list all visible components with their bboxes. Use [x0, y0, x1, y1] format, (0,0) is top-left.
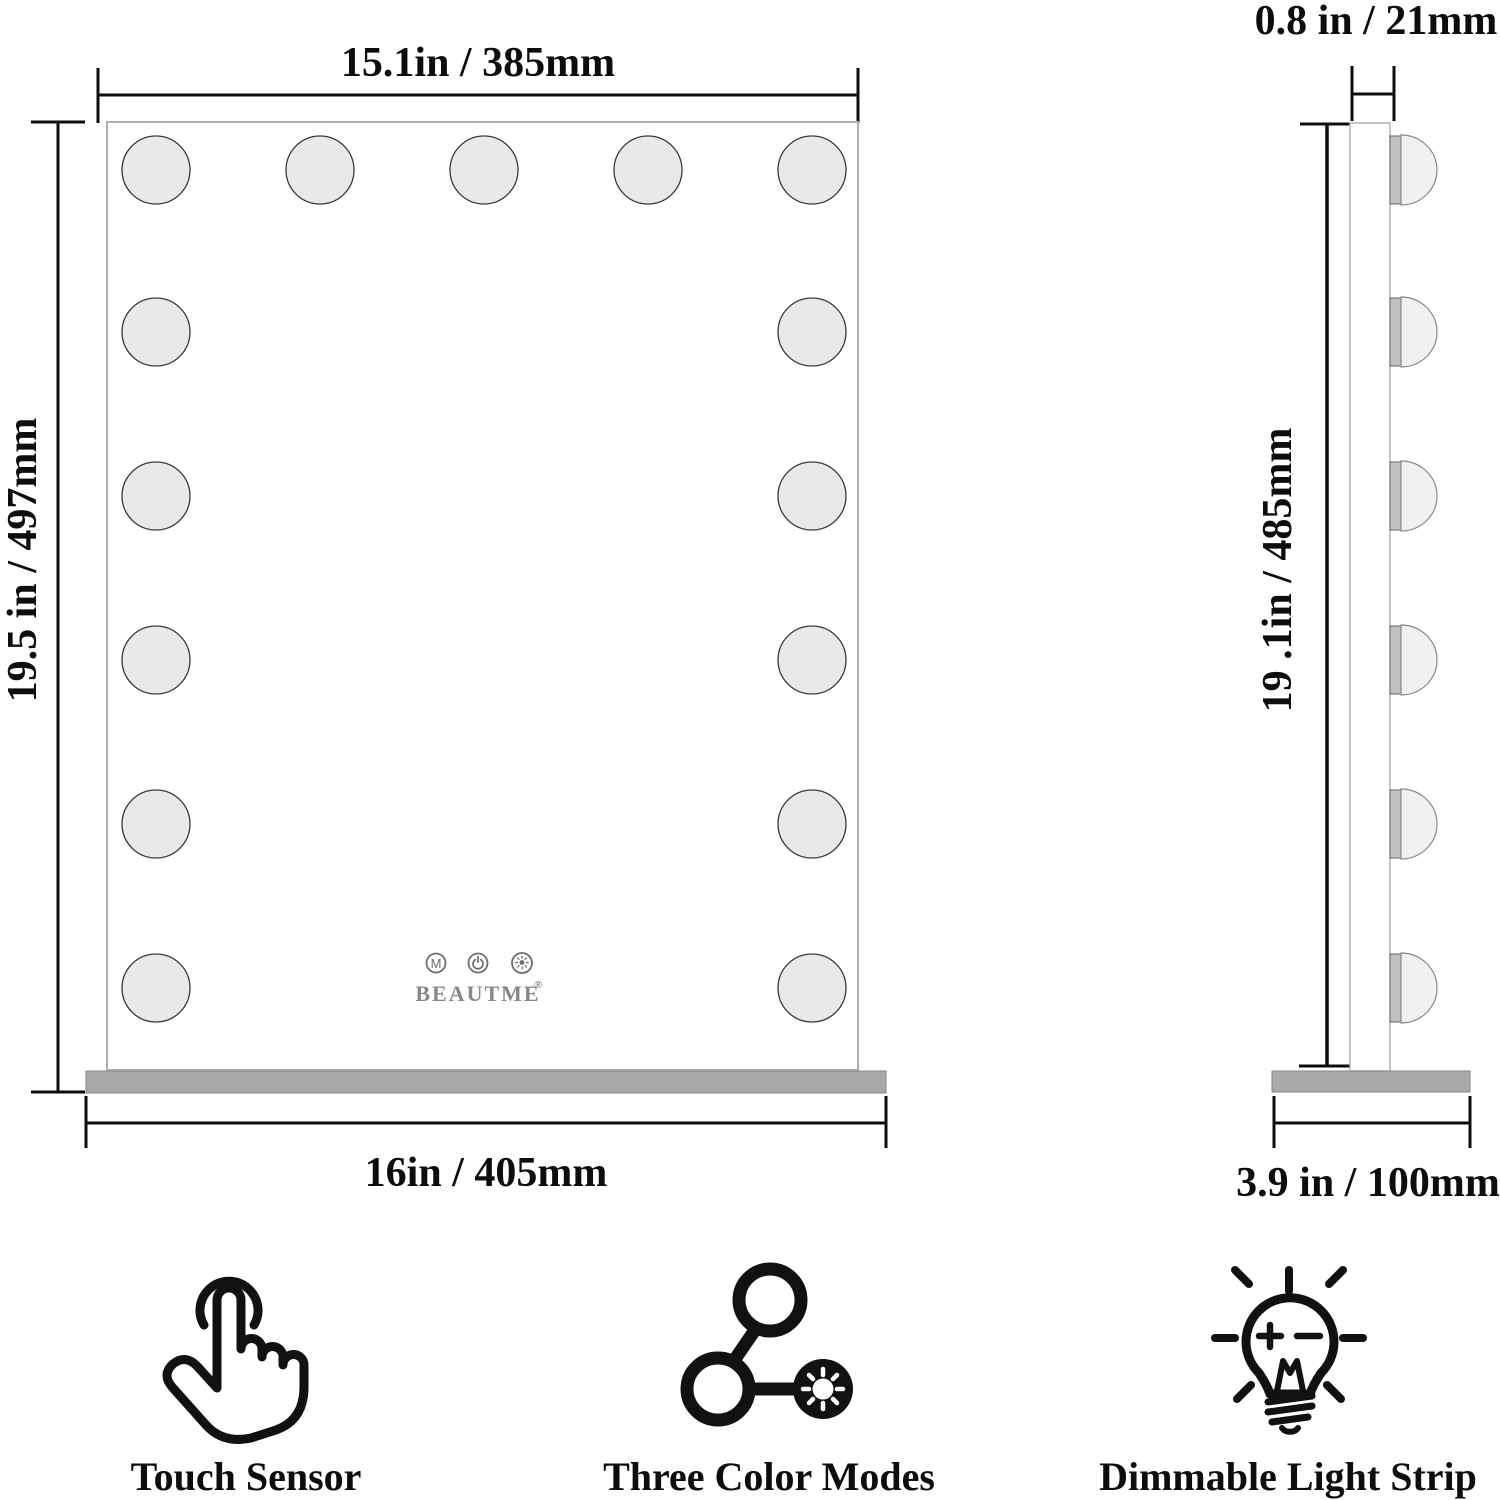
side-bulb [1389, 296, 1438, 368]
feature-dimmable-light-strip: Dimmable Light Strip [1099, 1266, 1477, 1499]
dimension-front-width: 15.1in / 385mm [96, 40, 860, 123]
light-bulb [777, 953, 847, 1023]
brand-name: BEAUTME [415, 981, 540, 1006]
light-bulb [121, 461, 191, 531]
touch-sensor-icon [162, 1276, 309, 1444]
power-button-ring [467, 952, 489, 974]
brightness-button-ring [511, 952, 533, 974]
mirror-base [85, 1070, 887, 1094]
light-bulb [121, 789, 191, 859]
light-bulb [121, 625, 191, 695]
brightness-icon [515, 955, 529, 970]
base-width-label: 16in / 405mm [365, 1150, 608, 1196]
light-bulb [777, 625, 847, 695]
light-bulb [613, 135, 683, 205]
power-icon [472, 955, 484, 970]
side-bulb [1389, 788, 1438, 860]
mode-button[interactable]: M [425, 952, 447, 974]
light-bulb [121, 297, 191, 367]
touch-controls: M [415, 952, 542, 1006]
side-height-label: 19 .1in / 485mm [1255, 428, 1301, 713]
side-bulb [1389, 952, 1438, 1024]
feature-row: Touch Sensor [131, 1262, 1477, 1499]
light-bulb [121, 135, 191, 205]
light-bulb [449, 135, 519, 205]
mode-button-ring [425, 952, 447, 974]
side-bulb [1389, 460, 1438, 532]
feature-label: Three Color Modes [603, 1454, 935, 1499]
three-color-modes-icon [680, 1262, 853, 1427]
dimension-side-height: 19 .1in / 485mm [1255, 122, 1352, 1068]
feature-three-color-modes: Three Color Modes [603, 1262, 935, 1499]
light-bulb [121, 953, 191, 1023]
brand-logo: BEAUTME ® [415, 979, 542, 1006]
side-bulbs [1389, 134, 1438, 1024]
feature-touch-sensor: Touch Sensor [131, 1276, 362, 1499]
mirror-frame [106, 121, 859, 1071]
light-bulb [777, 297, 847, 367]
side-base [1271, 1070, 1471, 1093]
power-button[interactable] [467, 952, 489, 974]
dimension-side-base-depth: 3.9 in / 100mm [1236, 1096, 1500, 1206]
mode-button-label: M [431, 956, 442, 971]
registered-mark: ® [534, 979, 542, 991]
front-width-label: 15.1in / 385mm [341, 40, 615, 86]
side-base-depth-label: 3.9 in / 100mm [1236, 1160, 1500, 1206]
light-bulb [777, 461, 847, 531]
front-bulbs [121, 135, 847, 1023]
dimension-side-thickness: 0.8 in / 21mm [1255, 0, 1498, 121]
side-thickness-label: 0.8 in / 21mm [1255, 0, 1498, 44]
light-bulb [777, 789, 847, 859]
front-view: 15.1in / 385mm 19.5 in / 497mm [0, 40, 888, 1196]
side-panel [1349, 122, 1391, 1072]
side-view: 0.8 in / 21mm 19 .1in / 485mm [1236, 0, 1500, 1206]
side-bulb [1389, 624, 1438, 696]
side-bulb [1389, 134, 1438, 206]
light-bulb [285, 135, 355, 205]
feature-label: Touch Sensor [131, 1454, 362, 1499]
front-height-label: 19.5 in / 497mm [0, 418, 46, 703]
brightness-button[interactable] [511, 952, 533, 974]
light-bulb [777, 135, 847, 205]
feature-label: Dimmable Light Strip [1099, 1454, 1477, 1499]
dimension-base-width: 16in / 405mm [84, 1096, 888, 1196]
dimension-front-height: 19.5 in / 497mm [0, 120, 85, 1094]
dimmable-light-strip-icon [1211, 1266, 1367, 1435]
